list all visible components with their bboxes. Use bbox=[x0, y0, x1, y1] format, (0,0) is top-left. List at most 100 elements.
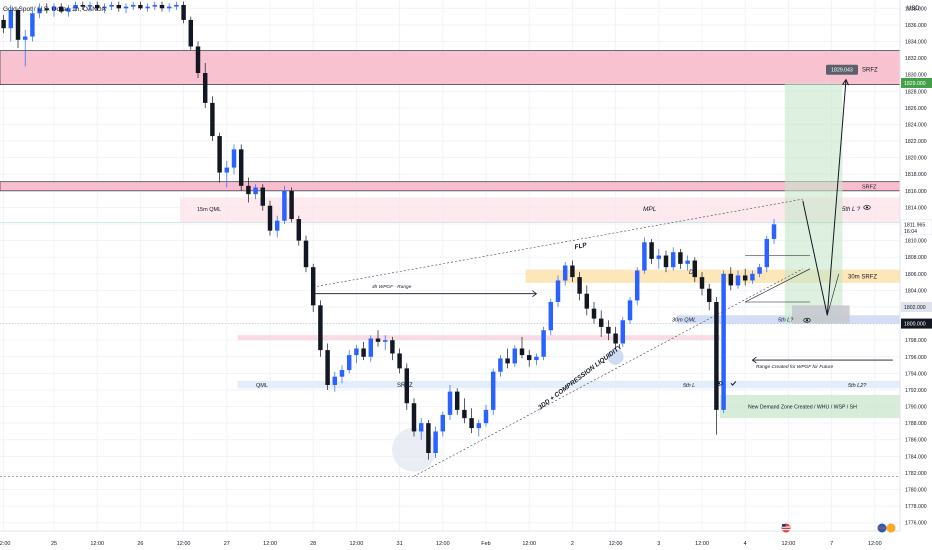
candle[interactable] bbox=[145, 6, 150, 9]
candle[interactable] bbox=[138, 4, 143, 9]
candle[interactable] bbox=[526, 355, 532, 361]
candle[interactable] bbox=[397, 353, 402, 369]
candle[interactable] bbox=[562, 265, 568, 281]
candle[interactable] bbox=[541, 330, 546, 357]
candles[interactable] bbox=[1, 1, 777, 460]
candle[interactable] bbox=[706, 288, 712, 303]
candle[interactable] bbox=[426, 423, 431, 454]
candle[interactable] bbox=[462, 409, 467, 419]
candle[interactable] bbox=[570, 265, 575, 278]
candle[interactable] bbox=[195, 46, 201, 74]
candle[interactable] bbox=[750, 273, 755, 281]
candle[interactable] bbox=[8, 9, 14, 29]
candle[interactable] bbox=[404, 368, 410, 404]
candle[interactable] bbox=[699, 277, 705, 289]
candle[interactable] bbox=[116, 4, 122, 9]
candle[interactable] bbox=[152, 4, 158, 7]
price-axis[interactable] bbox=[900, 0, 932, 550]
candle[interactable] bbox=[289, 190, 294, 220]
candle[interactable] bbox=[714, 302, 719, 410]
candle[interactable] bbox=[512, 348, 518, 364]
candle[interactable] bbox=[368, 338, 374, 357]
candle[interactable] bbox=[613, 333, 618, 344]
candle[interactable] bbox=[548, 302, 554, 331]
candle[interactable] bbox=[490, 371, 496, 410]
candle[interactable] bbox=[627, 300, 633, 321]
candle[interactable] bbox=[390, 340, 395, 354]
candle[interactable] bbox=[246, 185, 251, 195]
candle[interactable] bbox=[80, 4, 86, 7]
candle[interactable] bbox=[202, 73, 208, 103]
candle[interactable] bbox=[382, 340, 388, 342]
candle[interactable] bbox=[130, 4, 136, 7]
candle[interactable] bbox=[685, 260, 690, 264]
flag-icons[interactable] bbox=[781, 523, 896, 533]
candle[interactable] bbox=[469, 418, 474, 429]
candle[interactable] bbox=[742, 275, 748, 281]
candle[interactable] bbox=[483, 409, 489, 424]
candle[interactable] bbox=[37, 8, 42, 14]
candle[interactable] bbox=[346, 355, 352, 371]
candle[interactable] bbox=[51, 6, 57, 10]
candle[interactable] bbox=[210, 102, 215, 137]
candle[interactable] bbox=[591, 308, 597, 319]
candle[interactable] bbox=[87, 4, 93, 7]
candle[interactable] bbox=[649, 242, 654, 259]
candle[interactable] bbox=[166, 6, 172, 9]
candle[interactable] bbox=[757, 267, 762, 274]
candle[interactable] bbox=[476, 423, 482, 429]
candle[interactable] bbox=[642, 242, 647, 271]
candle[interactable] bbox=[224, 167, 230, 173]
event-icon[interactable] bbox=[886, 523, 896, 533]
candle[interactable] bbox=[735, 275, 741, 286]
candle[interactable] bbox=[692, 260, 698, 278]
candle[interactable] bbox=[663, 255, 669, 268]
candle[interactable] bbox=[505, 358, 510, 364]
candle[interactable] bbox=[303, 240, 309, 268]
candle[interactable] bbox=[325, 350, 330, 385]
candle[interactable] bbox=[174, 4, 179, 7]
candle[interactable] bbox=[534, 356, 539, 361]
candle[interactable] bbox=[454, 391, 460, 410]
candle[interactable] bbox=[260, 187, 266, 206]
candle[interactable] bbox=[433, 431, 438, 454]
candle[interactable] bbox=[411, 403, 417, 432]
candle[interactable] bbox=[73, 4, 78, 9]
candle[interactable] bbox=[519, 348, 525, 356]
candle[interactable] bbox=[44, 8, 50, 10]
candle[interactable] bbox=[555, 280, 561, 303]
candle[interactable] bbox=[440, 414, 446, 432]
candle[interactable] bbox=[238, 149, 244, 186]
candle[interactable] bbox=[231, 149, 237, 168]
candle[interactable] bbox=[282, 190, 287, 221]
candle[interactable] bbox=[102, 6, 107, 9]
candle[interactable] bbox=[253, 187, 258, 195]
candle[interactable] bbox=[620, 320, 626, 344]
time-axis[interactable] bbox=[0, 531, 932, 550]
candle[interactable] bbox=[332, 376, 338, 385]
candle[interactable] bbox=[670, 252, 676, 268]
candle[interactable] bbox=[94, 4, 100, 9]
candle[interactable] bbox=[274, 220, 280, 231]
candle[interactable] bbox=[375, 338, 381, 342]
candle[interactable] bbox=[123, 6, 129, 9]
candle[interactable] bbox=[577, 277, 582, 294]
candle[interactable] bbox=[721, 273, 726, 410]
candle[interactable] bbox=[764, 238, 770, 268]
candle[interactable] bbox=[267, 205, 273, 231]
candle[interactable] bbox=[728, 273, 734, 286]
candle[interactable] bbox=[310, 267, 316, 306]
candle[interactable] bbox=[498, 358, 503, 372]
candle[interactable] bbox=[15, 9, 21, 40]
candle[interactable] bbox=[771, 224, 777, 239]
candle[interactable] bbox=[1, 19, 6, 29]
candle[interactable] bbox=[58, 6, 64, 12]
candle[interactable] bbox=[109, 4, 114, 7]
candle[interactable] bbox=[181, 4, 186, 20]
candle[interactable] bbox=[22, 36, 28, 40]
candle[interactable] bbox=[634, 270, 640, 301]
candle[interactable] bbox=[606, 326, 611, 334]
candle[interactable] bbox=[584, 293, 590, 309]
candle[interactable] bbox=[30, 13, 35, 37]
